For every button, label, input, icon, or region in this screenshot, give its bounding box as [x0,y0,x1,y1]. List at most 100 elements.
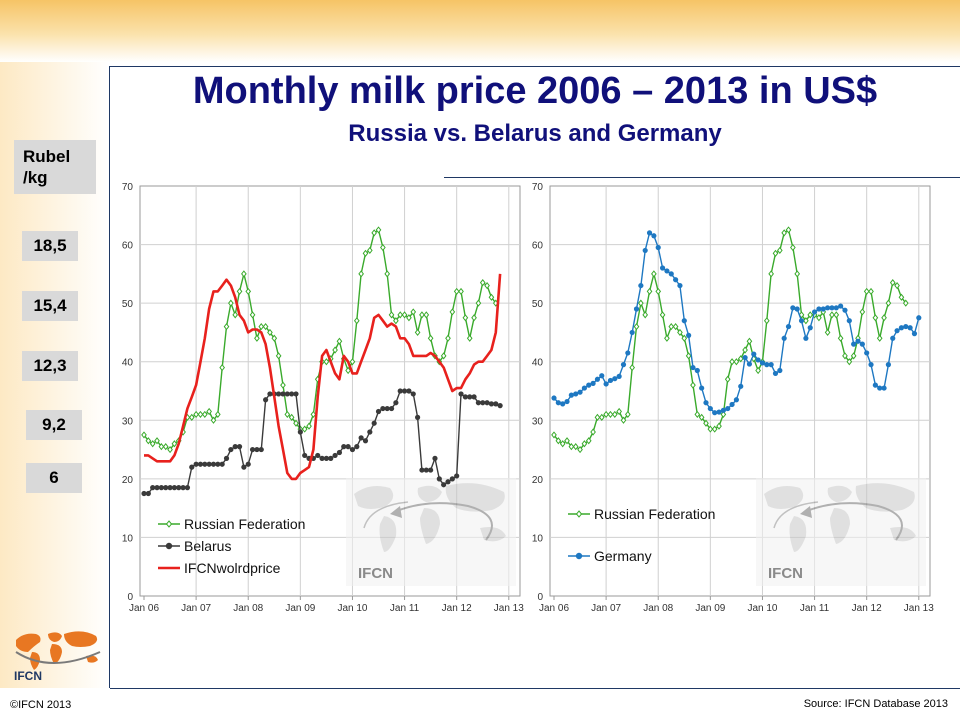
legend-label: Germany [594,548,652,564]
data-point [694,410,701,419]
data-point [406,388,412,394]
data-point [397,311,404,319]
data-point [210,416,217,424]
data-point [690,364,696,371]
data-point [577,389,583,395]
data-point [258,322,265,331]
data-point [150,485,156,491]
data-point [859,308,866,316]
data-point [315,452,321,459]
data-point [685,352,692,360]
data-point [367,429,373,435]
data-point [551,431,557,439]
data-point [898,293,905,301]
header-band [0,0,960,62]
data-point [336,449,343,456]
data-point [616,407,622,416]
data-point [850,352,857,360]
data-point [573,391,579,397]
data-point [790,243,796,252]
data-point [620,362,627,368]
legend-marker [575,510,583,518]
data-point [262,322,269,331]
data-point [232,311,239,319]
data-point [616,373,622,379]
y-tick-label: 30 [122,416,134,427]
data-point [479,279,486,287]
data-point [720,407,726,413]
data-point [232,444,238,450]
data-point [297,429,303,435]
copyright-text: ©IFCN 2013 [10,699,72,711]
data-point [568,392,574,398]
series-line [144,273,502,481]
data-point [193,410,199,419]
data-point [453,287,460,296]
source-text: Source: IFCN Database 2013 [803,698,948,710]
data-point [842,307,848,313]
data-point [141,490,147,497]
data-point [677,282,683,289]
data-point [742,346,748,354]
data-point [415,414,421,420]
rubel-label: Rubel /kg [14,140,96,194]
series-russian-federation [551,226,909,454]
data-point [284,391,290,397]
watermark-text: IFCN [358,565,393,582]
logo-world-map-icon [16,631,98,670]
data-point [829,311,835,319]
data-point [833,305,839,311]
data-point [677,328,683,337]
data-point [599,373,605,379]
frame-bottom-line [110,688,960,689]
data-point [746,337,753,345]
x-tick-label: Jan 06 [539,603,569,614]
data-point [629,329,635,336]
data-point [428,467,434,473]
data-point [349,358,356,366]
data-point [145,490,151,497]
data-point [410,391,416,397]
data-point [581,440,588,448]
data-point [863,287,870,296]
data-point [306,422,312,430]
data-point [388,311,395,319]
data-point [341,444,347,450]
data-point [462,394,468,400]
data-point [280,381,286,389]
logo-text: IFCN [14,669,42,683]
data-point [202,461,208,467]
data-point [694,367,700,374]
watermark-world-map-icon [756,478,926,586]
data-point [275,352,282,360]
data-point [655,244,661,251]
data-point [419,467,425,473]
data-point [642,247,648,254]
data-point [890,335,896,341]
data-point [803,317,809,325]
data-point [759,360,766,366]
data-point [358,270,364,278]
data-point [681,318,687,324]
data-point [366,246,373,255]
data-point [838,303,844,309]
data-point [189,464,195,470]
y-tick-label: 0 [537,592,543,603]
data-point [624,410,631,419]
data-point [820,306,826,312]
data-point [332,452,338,459]
data-point [336,337,343,345]
data-point [163,485,169,491]
data-point [441,482,447,488]
data-point [668,322,675,331]
data-point [651,233,657,239]
data-point [903,323,909,330]
y-tick-label: 30 [532,416,544,427]
watermark-world-map-icon [346,478,516,586]
data-point [764,362,770,368]
data-point [301,425,308,433]
data-point [228,446,234,453]
data-point [894,281,900,290]
data-point [141,431,147,439]
data-point [162,443,169,451]
